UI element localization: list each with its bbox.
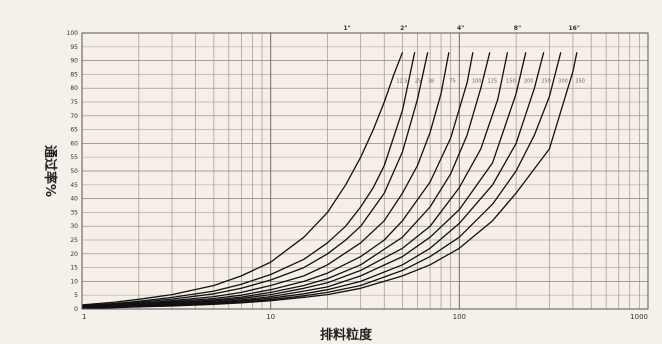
series-line-75 (81, 52, 450, 308)
top-inch-label: 1" (343, 25, 350, 32)
top-inch-label: 4" (457, 25, 464, 32)
y-tick-label: 10 (70, 278, 78, 285)
x-tick-label: 1 (82, 313, 86, 321)
top-inch-label: 16" (568, 25, 579, 32)
y-tick-label: 45 (70, 182, 78, 189)
series-label: 150 (506, 79, 516, 85)
y-tick-label: 35 (70, 209, 78, 216)
series-label: 25 (415, 79, 421, 85)
y-tick-label: 65 (70, 127, 78, 134)
series-label: 100 (472, 79, 482, 85)
plot-frame (81, 32, 649, 310)
y-tick-label: 40 (70, 196, 78, 203)
y-tick-label: 30 (70, 223, 78, 230)
series-label: 250 (541, 79, 551, 85)
series-label: 125 (487, 79, 497, 85)
series-line-38 (81, 52, 429, 307)
y-tick-label: 20 (70, 251, 78, 258)
y-tick-label: 75 (70, 99, 78, 106)
x-tick-label: 1000 (630, 313, 648, 321)
y-tick-label: 5 (74, 292, 78, 299)
y-tick-label: 95 (70, 44, 78, 51)
series-label: 12.5 (396, 79, 407, 85)
series-label: 75 (450, 79, 456, 85)
series-label: 300 (558, 79, 568, 85)
series-line-350 (81, 52, 578, 309)
series-line-100 (81, 52, 474, 308)
y-tick-label: 60 (70, 140, 78, 147)
y-tick-label: 15 (70, 265, 78, 272)
series-label: 350 (575, 79, 585, 85)
y-tick-label: 85 (70, 71, 78, 78)
top-inch-label: 2" (400, 25, 407, 32)
y-tick-label: 25 (70, 237, 78, 244)
series-lines (81, 52, 578, 309)
series-line-125 (81, 52, 491, 308)
series-label: 200 (524, 79, 534, 85)
series-line-25 (81, 52, 416, 307)
series-label: 38 (428, 79, 434, 85)
tick-labels: 0 5 10 15 20 25 30 35 40 45 50 55 60 65 70 75 80 85 90 95 10… (67, 25, 648, 321)
y-tick-label: 80 (70, 85, 78, 92)
x-tick-label: 100 (453, 313, 466, 321)
x-axis-title: 排料粒度 (320, 327, 373, 343)
x-tick-label: 10 (266, 313, 275, 321)
y-tick-label: 70 (70, 113, 78, 120)
y-tick-label: 100 (67, 30, 79, 37)
y-tick-label: 50 (70, 168, 78, 175)
y-tick-label: 55 (70, 154, 78, 161)
y-tick-label: 90 (70, 58, 78, 65)
series-line-150 (81, 52, 509, 309)
y-tick-label: 0 (74, 306, 78, 313)
top-inch-label: 8" (514, 25, 521, 32)
series-line-12.5 (81, 52, 404, 306)
y-axis-title: 通过率% (42, 145, 58, 197)
